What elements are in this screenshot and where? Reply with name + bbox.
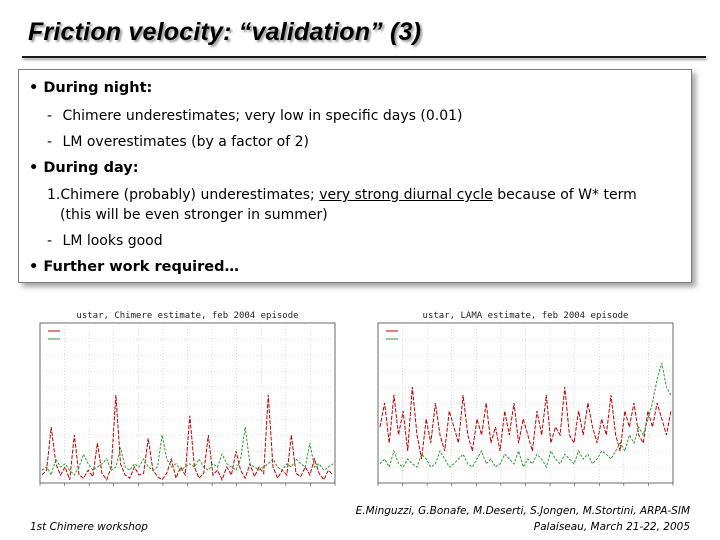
day-item-1-text-b: because of W* term <box>492 187 637 203</box>
bullet-glyph: • <box>29 80 39 96</box>
chart-title: ustar, Chimere estimate, feb 2004 episod… <box>76 311 298 321</box>
footer-left: 1st Chimere workshop <box>30 521 148 533</box>
dash-marker: - <box>47 108 53 124</box>
slide-title: Friction velocity: “validation” (3) <box>28 18 422 46</box>
dash-marker: - <box>47 233 53 249</box>
day-item-1: 1.Chimere (probably) underestimates; ver… <box>47 187 637 203</box>
day-item-1-continuation: (this will be even stronger in summer) <box>60 207 328 223</box>
day-item-1-underlined: very strong diurnal cycle <box>319 187 493 203</box>
series-line-0 <box>379 386 672 460</box>
dash-marker: - <box>47 134 53 150</box>
day-item-1-text-a: Chimere (probably) underestimates; <box>60 187 320 203</box>
chart-chimere: ustar, Chimere estimate, feb 2004 episod… <box>30 308 345 500</box>
chart-title: ustar, LAMA estimate, feb 2004 episode <box>423 311 629 321</box>
number-marker: 1. <box>47 187 61 203</box>
night-item-1: - Chimere underestimates; very low in sp… <box>47 108 462 124</box>
bullet-glyph: • <box>29 160 39 176</box>
bullet-glyph: • <box>29 259 39 275</box>
title-rule <box>22 56 706 58</box>
night-item-2-text: LM overestimates (by a factor of 2) <box>62 134 309 150</box>
day-heading: • During day: <box>29 160 139 176</box>
night-item-2: - LM overestimates (by a factor of 2) <box>47 134 309 150</box>
day-heading-text: During day: <box>43 160 139 176</box>
bullet-box: • During night: - Chimere underestimates… <box>18 69 692 283</box>
night-item-1-text: Chimere underestimates; very low in spec… <box>62 108 463 124</box>
chart-chimere-svg: ustar, Chimere estimate, feb 2004 episod… <box>39 311 336 486</box>
further-heading-text: Further work required… <box>43 259 240 275</box>
chart-lama: ustar, LAMA estimate, feb 2004 episode <box>368 308 683 500</box>
series-line-1 <box>41 426 334 477</box>
footer-authors: E.Minguzzi, G.Bonafe, M.Deserti, S.Jonge… <box>355 505 690 517</box>
series-line-1 <box>379 362 672 469</box>
day-item-2: - LM looks good <box>47 233 163 249</box>
footer-venue: Palaiseau, March 21-22, 2005 <box>533 521 690 533</box>
chart-lama-svg: ustar, LAMA estimate, feb 2004 episode <box>377 311 674 486</box>
day-item-2-text: LM looks good <box>62 233 163 249</box>
series-line-0 <box>41 394 334 482</box>
night-heading-text: During night: <box>43 80 153 96</box>
night-heading: • During night: <box>29 80 152 96</box>
further-heading: • Further work required… <box>29 259 239 275</box>
